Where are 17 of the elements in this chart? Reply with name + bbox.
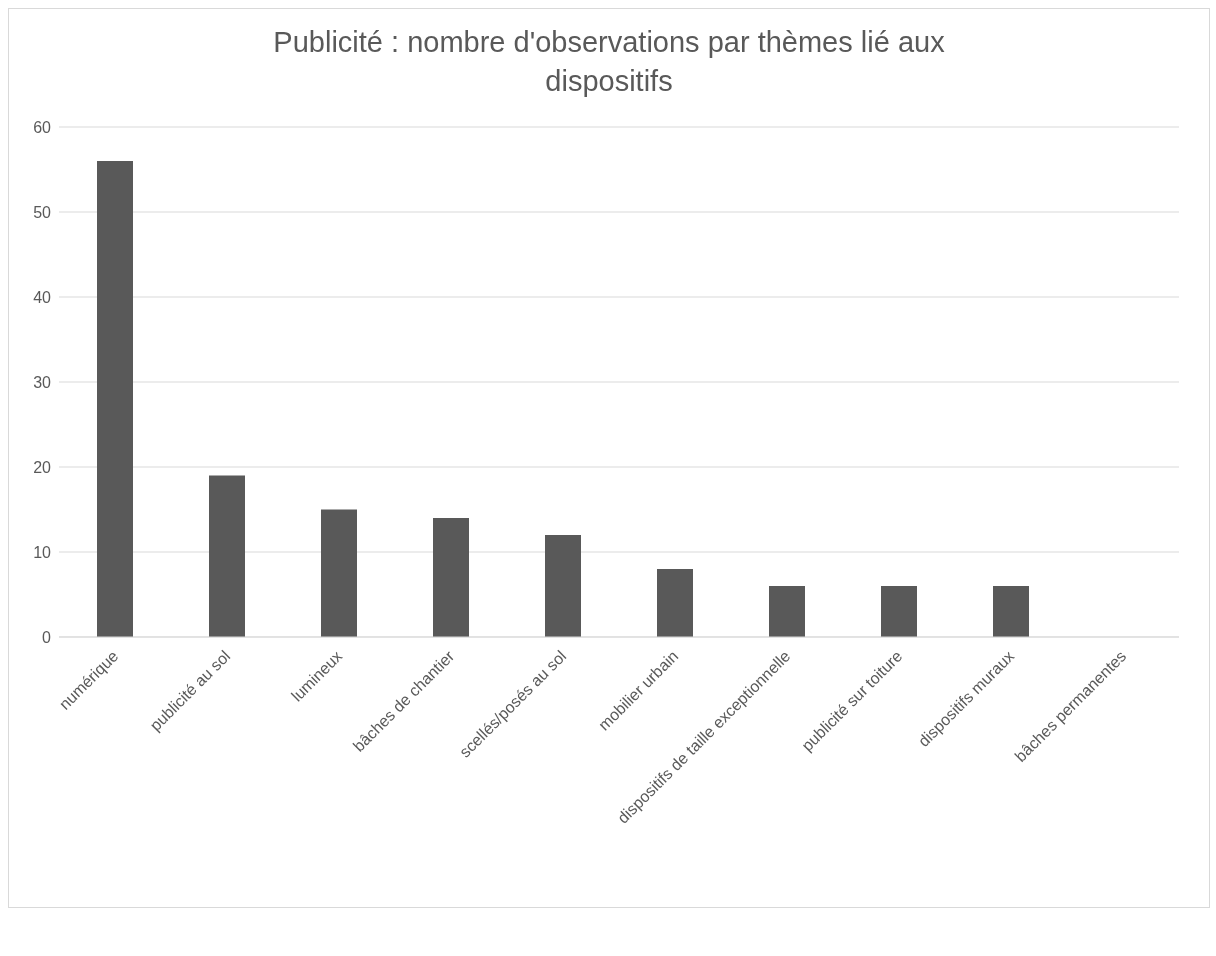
y-tick-label: 20 [33,458,52,476]
bar [993,586,1029,638]
bar [657,569,693,638]
bar [881,586,917,638]
bar [97,161,133,638]
bar [769,586,805,638]
bar [209,475,245,638]
bar [433,518,469,638]
chart-title: Publicité : nombre d'observations par thèmes lié aux dispositifs [272,25,946,100]
bar [545,535,581,638]
y-tick-label: 10 [33,543,52,561]
bar [321,509,357,638]
y-tick-label: 60 [33,118,52,136]
y-tick-label: 50 [33,203,52,221]
y-tick-label: 30 [33,373,52,391]
y-tick-label: 40 [33,288,52,306]
y-tick-label: 0 [42,628,52,646]
